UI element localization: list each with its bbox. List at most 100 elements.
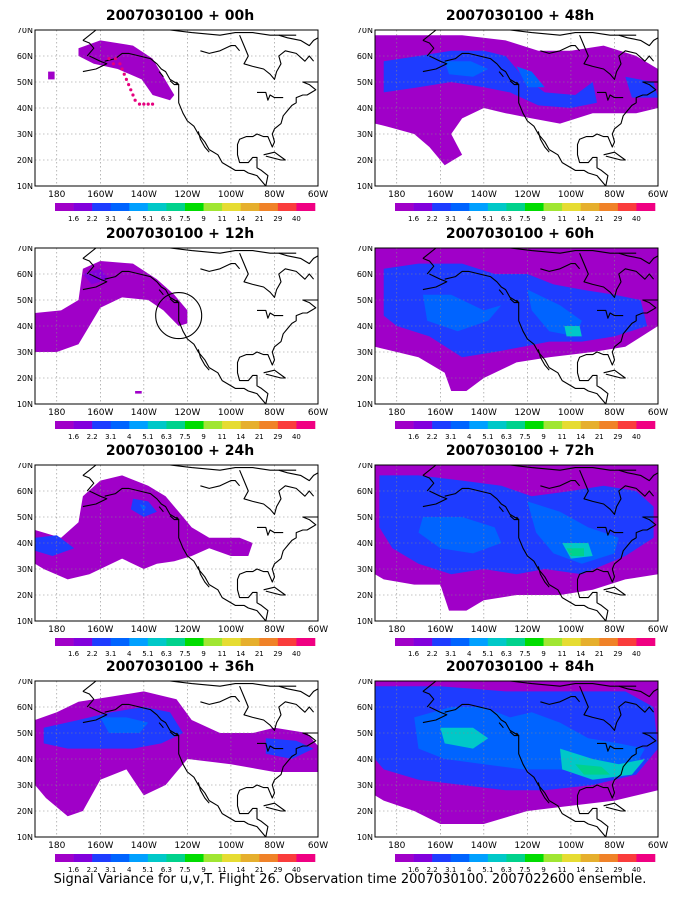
colorbar-swatch — [185, 421, 204, 429]
colorbar-swatch — [506, 203, 526, 211]
colorbar-swatch — [413, 854, 433, 862]
colorbar-level-label: 40 — [292, 866, 301, 874]
lat-label: 60N — [17, 270, 33, 279]
coastlines — [82, 30, 318, 186]
lat-label: 40N — [357, 755, 373, 764]
lat-label: 20N — [17, 591, 33, 600]
colorbar-swatch — [469, 638, 489, 646]
lon-label: 140W — [471, 408, 497, 416]
contour-region — [527, 289, 582, 337]
lon-label: 80W — [604, 408, 624, 416]
map-72h: 70N 60N 50N 40N 30N 20N 10N 180 160W 140W 120W 100W… — [357, 463, 668, 633]
contour-region — [100, 717, 149, 733]
colorbar-swatch — [617, 638, 637, 646]
colorbar-level-label: 9 — [201, 433, 205, 441]
lon-label: 160W — [427, 408, 453, 416]
colorbar-swatch — [203, 421, 223, 429]
colorbar-swatch — [487, 203, 507, 211]
lon-label: 120W — [174, 408, 200, 416]
lat-label: 50N — [17, 296, 33, 305]
colorbar-swatch — [395, 203, 414, 211]
track-point — [137, 102, 142, 106]
lat-label: 10N — [357, 182, 373, 191]
colorbar-swatch — [203, 638, 223, 646]
lat-label: 20N — [357, 156, 373, 165]
lat-label: 70N — [357, 463, 373, 470]
colorbar-level-label: 1.6 — [408, 215, 420, 223]
lat-label: 50N — [357, 78, 373, 87]
colorbar-swatch — [450, 421, 470, 429]
colorbar-swatch — [147, 854, 167, 862]
colorbar-level-label: 3.1 — [445, 433, 456, 441]
contour-region — [560, 748, 645, 780]
contour-region — [516, 66, 545, 88]
colorbar-swatch — [259, 638, 279, 646]
panel-title: 2007030100 + 84h — [445, 659, 595, 675]
contour-region — [35, 535, 75, 556]
lon-label: 160W — [427, 841, 453, 849]
colorbar-swatch — [469, 421, 489, 429]
colorbar-swatch — [110, 421, 130, 429]
lat-label: 70N — [357, 28, 373, 35]
lon-label: 100W — [218, 841, 244, 849]
colorbar-swatch — [92, 638, 112, 646]
colorbar-level-label: 9 — [541, 866, 545, 874]
colorbar-level-label: 11 — [558, 650, 567, 658]
colorbar-level-label: 4 — [127, 433, 132, 441]
lat-label: 20N — [17, 374, 33, 383]
colorbar-swatch — [395, 854, 414, 862]
colorbar-level-label: 9 — [541, 650, 545, 658]
colorbar-level-label: 40 — [632, 650, 641, 658]
map-frame — [34, 464, 319, 622]
contour-region — [444, 61, 489, 77]
colorbar-swatch — [432, 638, 452, 646]
lon-label: 180 — [388, 190, 405, 198]
colorbar-level-label: 6.3 — [161, 866, 172, 874]
lon-label: 120W — [174, 190, 200, 198]
colorbar-level-label: 29 — [613, 433, 622, 441]
colorbar-swatch — [395, 638, 414, 646]
lon-label: 80W — [604, 625, 624, 633]
colorbar-swatch — [562, 854, 582, 862]
colorbar-swatch — [432, 421, 452, 429]
colorbar-level-label: 40 — [632, 433, 641, 441]
contour-region — [48, 71, 55, 80]
panel-00h: 2007030100 + 00h 70N 60N 50N 40N 30N 20N 10N 18… — [15, 8, 345, 223]
colorbar-swatch — [296, 854, 316, 862]
panel-84h: 2007030100 + 84h 70N 60N 50N 40N 30N 20N 10N 18… — [355, 659, 685, 874]
colorbar-swatch — [469, 854, 489, 862]
map-frame — [34, 247, 319, 405]
colorbar-level-label: 40 — [292, 650, 301, 658]
colorbar-swatch — [296, 421, 316, 429]
colorbar-12h: 1.6 2.2 3.1 4 5.1 6.3 7.5 9 11 14 21 29 40 — [55, 421, 316, 441]
lat-label: 60N — [357, 487, 373, 496]
panel-72h: 2007030100 + 72h 70N 60N 50N 40N 30N 20N 10N 18… — [355, 443, 685, 658]
lon-label: 180 — [48, 190, 65, 198]
colorbar-swatch — [525, 854, 544, 862]
colorbar-level-label: 6.3 — [501, 650, 512, 658]
lat-label: 40N — [17, 539, 33, 548]
colorbar-level-label: 6.3 — [501, 433, 512, 441]
colorbar-24h: 1.6 2.2 3.1 4 5.1 6.3 7.5 9 11 14 21 29 40 — [55, 638, 316, 658]
colorbar-swatch — [277, 421, 297, 429]
lon-label: 160W — [427, 190, 453, 198]
colorbar-level-label: 6.3 — [161, 433, 172, 441]
colorbar-swatch — [636, 638, 656, 646]
lon-label: 160W — [427, 625, 453, 633]
track-point — [127, 83, 131, 87]
panel-12h: 2007030100 + 12h 70N 60N 50N 40N 30N 20N 10N 18… — [15, 226, 345, 441]
colorbar-level-label: 7.5 — [179, 215, 190, 223]
lon-label: 180 — [388, 841, 405, 849]
colorbar-swatch — [203, 854, 223, 862]
lon-label: 60W — [648, 841, 668, 849]
lon-label: 80W — [264, 841, 284, 849]
colorbar-level-label: 21 — [255, 433, 264, 441]
colorbar-level-label: 11 — [218, 433, 227, 441]
contour-region — [78, 40, 175, 101]
colorbar-level-label: 6.3 — [501, 866, 512, 874]
colorbar-swatch — [413, 421, 433, 429]
track-point — [118, 62, 122, 66]
colorbar-level-label: 7.5 — [179, 650, 190, 658]
colorbar-swatch — [55, 854, 74, 862]
colorbar-swatch — [617, 421, 637, 429]
